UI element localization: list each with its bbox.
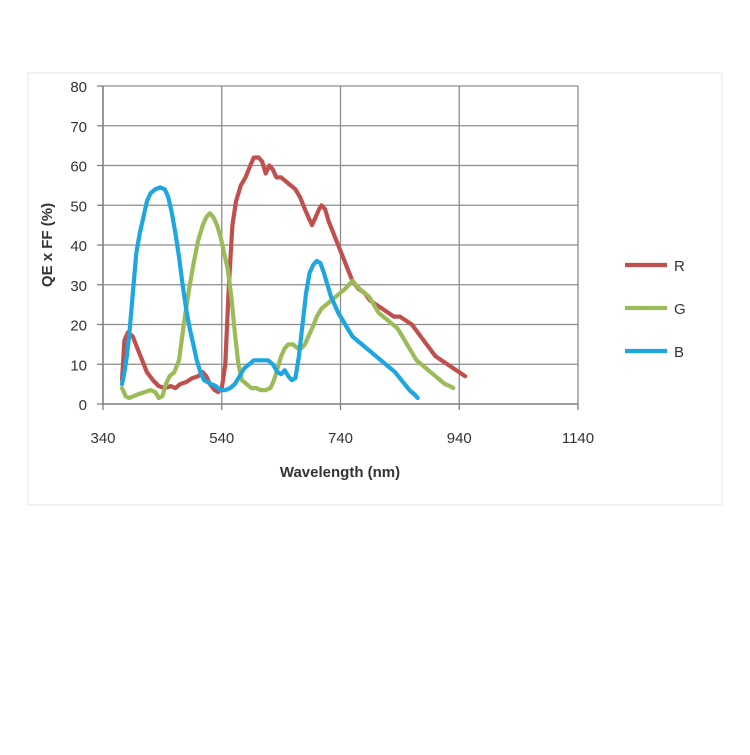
y-tick-label: 20 (70, 318, 87, 335)
y-tick-label: 60 (70, 159, 87, 176)
y-tick-label: 50 (70, 198, 87, 215)
y-tick-label: 30 (70, 278, 87, 295)
legend-label-g: G (674, 301, 686, 318)
series-line-r (119, 155, 468, 395)
axes (97, 85, 579, 410)
series-line-g (119, 211, 456, 401)
legend-label-b: B (674, 344, 684, 361)
y-tick-label: 80 (70, 79, 87, 96)
legend-label-r: R (674, 258, 685, 275)
x-tick-label: 1140 (562, 430, 594, 447)
chart-frame (27, 72, 723, 506)
x-tick-label: 540 (209, 430, 234, 447)
x-axis-label: Wavelength (nm) (280, 464, 400, 481)
x-tick-label: 340 (90, 430, 115, 447)
tick-labels: 0 10 20 30 40 50 60 70 80 340 540 740 940 1140 (70, 79, 594, 447)
y-axis-label: QE x FF (%) (39, 203, 56, 287)
x-tick-label: 940 (447, 430, 472, 447)
x-tick-label: 740 (328, 430, 353, 447)
legend: R G B (625, 258, 686, 361)
y-tick-label: 0 (79, 397, 87, 414)
y-tick-label: 40 (70, 238, 87, 255)
series-line-b (119, 185, 420, 401)
y-tick-label: 70 (70, 119, 87, 136)
series-lines (119, 155, 468, 401)
y-tick-label: 10 (70, 357, 87, 374)
